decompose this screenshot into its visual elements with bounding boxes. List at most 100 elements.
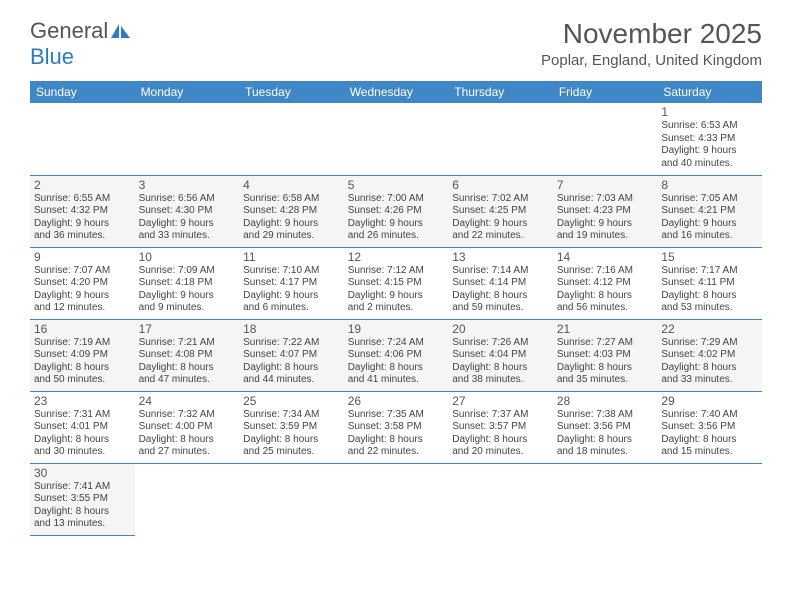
calendar-day: 7Sunrise: 7:03 AMSunset: 4:23 PMDaylight… (553, 175, 658, 247)
day-detail: Sunset: 4:20 PM (34, 277, 131, 290)
day-detail: Daylight: 8 hours (452, 290, 549, 303)
day-detail: Sunrise: 7:21 AM (139, 337, 236, 350)
day-header: Sunday (30, 81, 135, 103)
day-number: 19 (348, 322, 445, 336)
calendar-day: 6Sunrise: 7:02 AMSunset: 4:25 PMDaylight… (448, 175, 553, 247)
day-detail: and 27 minutes. (139, 446, 236, 459)
day-detail: Sunset: 4:09 PM (34, 349, 131, 362)
day-detail: Daylight: 9 hours (139, 218, 236, 231)
day-detail: Daylight: 9 hours (348, 218, 445, 231)
day-detail: and 41 minutes. (348, 374, 445, 387)
day-detail: Daylight: 9 hours (348, 290, 445, 303)
day-number: 12 (348, 250, 445, 264)
day-detail: Daylight: 8 hours (243, 434, 340, 447)
day-detail: Sunrise: 7:02 AM (452, 193, 549, 206)
calendar-day: 4Sunrise: 6:58 AMSunset: 4:28 PMDaylight… (239, 175, 344, 247)
header: General November 2025 Poplar, England, U… (0, 0, 792, 73)
calendar-day: 12Sunrise: 7:12 AMSunset: 4:15 PMDayligh… (344, 247, 449, 319)
logo-text-2: Blue (30, 44, 74, 70)
day-detail: Sunset: 4:06 PM (348, 349, 445, 362)
day-number: 15 (661, 250, 758, 264)
day-detail: Sunset: 4:32 PM (34, 205, 131, 218)
location-label: Poplar, England, United Kingdom (541, 52, 762, 69)
day-detail: Daylight: 9 hours (557, 218, 654, 231)
day-detail: Daylight: 9 hours (139, 290, 236, 303)
day-detail: and 40 minutes. (661, 158, 758, 171)
day-detail: and 13 minutes. (34, 518, 131, 531)
calendar-day-empty (135, 463, 240, 535)
calendar-day: 27Sunrise: 7:37 AMSunset: 3:57 PMDayligh… (448, 391, 553, 463)
day-detail: Daylight: 8 hours (243, 362, 340, 375)
logo-text-1: General (30, 18, 108, 44)
day-number: 21 (557, 322, 654, 336)
day-detail: and 20 minutes. (452, 446, 549, 459)
day-detail: Sunrise: 7:40 AM (661, 409, 758, 422)
calendar-day: 9Sunrise: 7:07 AMSunset: 4:20 PMDaylight… (30, 247, 135, 319)
day-detail: Sunset: 4:03 PM (557, 349, 654, 362)
calendar-day: 16Sunrise: 7:19 AMSunset: 4:09 PMDayligh… (30, 319, 135, 391)
title-block: November 2025 Poplar, England, United Ki… (541, 18, 762, 69)
day-detail: Sunset: 4:04 PM (452, 349, 549, 362)
day-detail: Sunset: 4:18 PM (139, 277, 236, 290)
day-detail: Sunrise: 7:14 AM (452, 265, 549, 278)
day-detail: and 9 minutes. (139, 302, 236, 315)
day-detail: Sunrise: 7:38 AM (557, 409, 654, 422)
day-detail: Daylight: 8 hours (34, 434, 131, 447)
calendar-day-empty (344, 103, 449, 175)
day-detail: Sunset: 3:56 PM (661, 421, 758, 434)
day-header: Wednesday (344, 81, 449, 103)
day-number: 11 (243, 250, 340, 264)
day-detail: Sunset: 3:57 PM (452, 421, 549, 434)
day-detail: Daylight: 9 hours (243, 290, 340, 303)
day-detail: and 25 minutes. (243, 446, 340, 459)
day-detail: Sunrise: 7:00 AM (348, 193, 445, 206)
day-detail: Daylight: 8 hours (452, 362, 549, 375)
day-detail: Sunrise: 7:35 AM (348, 409, 445, 422)
day-detail: and 30 minutes. (34, 446, 131, 459)
calendar-day: 22Sunrise: 7:29 AMSunset: 4:02 PMDayligh… (657, 319, 762, 391)
calendar-day: 5Sunrise: 7:00 AMSunset: 4:26 PMDaylight… (344, 175, 449, 247)
day-detail: Daylight: 8 hours (661, 290, 758, 303)
day-detail: Daylight: 8 hours (557, 434, 654, 447)
calendar-day-empty (553, 463, 658, 535)
day-detail: Sunrise: 7:41 AM (34, 481, 131, 494)
day-detail: Sunrise: 7:03 AM (557, 193, 654, 206)
calendar-day: 10Sunrise: 7:09 AMSunset: 4:18 PMDayligh… (135, 247, 240, 319)
day-detail: and 50 minutes. (34, 374, 131, 387)
day-detail: Sunrise: 6:56 AM (139, 193, 236, 206)
day-number: 18 (243, 322, 340, 336)
day-detail: Daylight: 8 hours (557, 362, 654, 375)
day-number: 23 (34, 394, 131, 408)
day-detail: Daylight: 8 hours (34, 362, 131, 375)
calendar-day: 21Sunrise: 7:27 AMSunset: 4:03 PMDayligh… (553, 319, 658, 391)
day-number: 13 (452, 250, 549, 264)
day-detail: Daylight: 8 hours (139, 362, 236, 375)
calendar-day: 15Sunrise: 7:17 AMSunset: 4:11 PMDayligh… (657, 247, 762, 319)
day-number: 25 (243, 394, 340, 408)
day-number: 16 (34, 322, 131, 336)
day-detail: and 22 minutes. (348, 446, 445, 459)
day-detail: Sunrise: 7:26 AM (452, 337, 549, 350)
calendar-day-empty (344, 463, 449, 535)
day-detail: Daylight: 8 hours (34, 506, 131, 519)
day-detail: and 35 minutes. (557, 374, 654, 387)
day-detail: Daylight: 9 hours (661, 218, 758, 231)
day-detail: Sunrise: 7:19 AM (34, 337, 131, 350)
day-detail: Sunset: 4:26 PM (348, 205, 445, 218)
day-detail: Sunset: 4:12 PM (557, 277, 654, 290)
day-detail: and 18 minutes. (557, 446, 654, 459)
calendar-week: 30Sunrise: 7:41 AMSunset: 3:55 PMDayligh… (30, 463, 762, 535)
day-number: 22 (661, 322, 758, 336)
day-detail: Sunset: 4:02 PM (661, 349, 758, 362)
sail-icon (110, 23, 132, 39)
day-detail: Sunset: 4:33 PM (661, 133, 758, 146)
day-detail: and 15 minutes. (661, 446, 758, 459)
calendar-week: 1Sunrise: 6:53 AMSunset: 4:33 PMDaylight… (30, 103, 762, 175)
day-detail: Sunrise: 7:09 AM (139, 265, 236, 278)
calendar-day: 18Sunrise: 7:22 AMSunset: 4:07 PMDayligh… (239, 319, 344, 391)
day-detail: and 53 minutes. (661, 302, 758, 315)
day-detail: Sunrise: 7:16 AM (557, 265, 654, 278)
day-detail: Sunrise: 7:37 AM (452, 409, 549, 422)
day-number: 2 (34, 178, 131, 192)
day-detail: Daylight: 8 hours (661, 434, 758, 447)
